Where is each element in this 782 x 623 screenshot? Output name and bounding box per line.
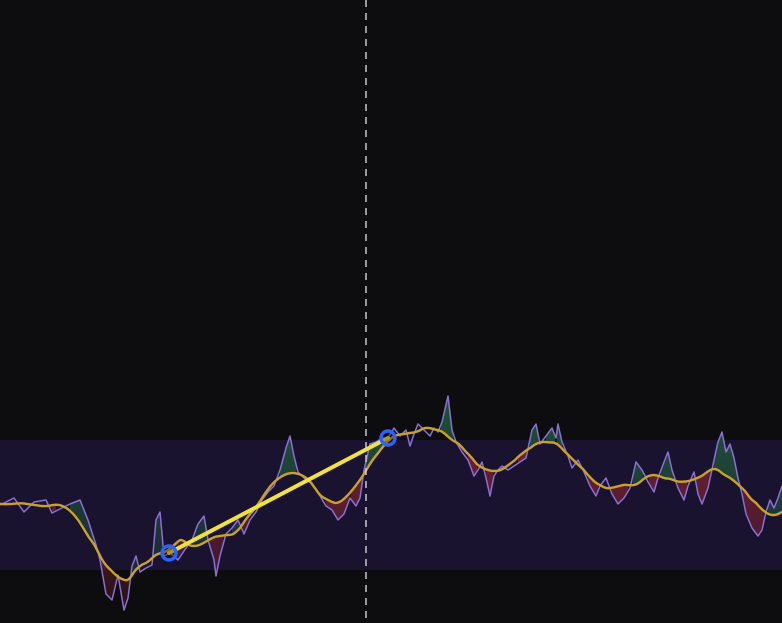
trendline-anchor-low[interactable]: [160, 544, 178, 562]
trendline-anchor-high[interactable]: [379, 429, 397, 447]
trendline-anchor-markers[interactable]: [160, 429, 397, 562]
rsi-moving-average-line: [0, 426, 782, 582]
indicator-uptrend-line[interactable]: [167, 436, 390, 555]
indicator-band: [0, 440, 782, 570]
indicator-negative-area: [52, 450, 764, 610]
